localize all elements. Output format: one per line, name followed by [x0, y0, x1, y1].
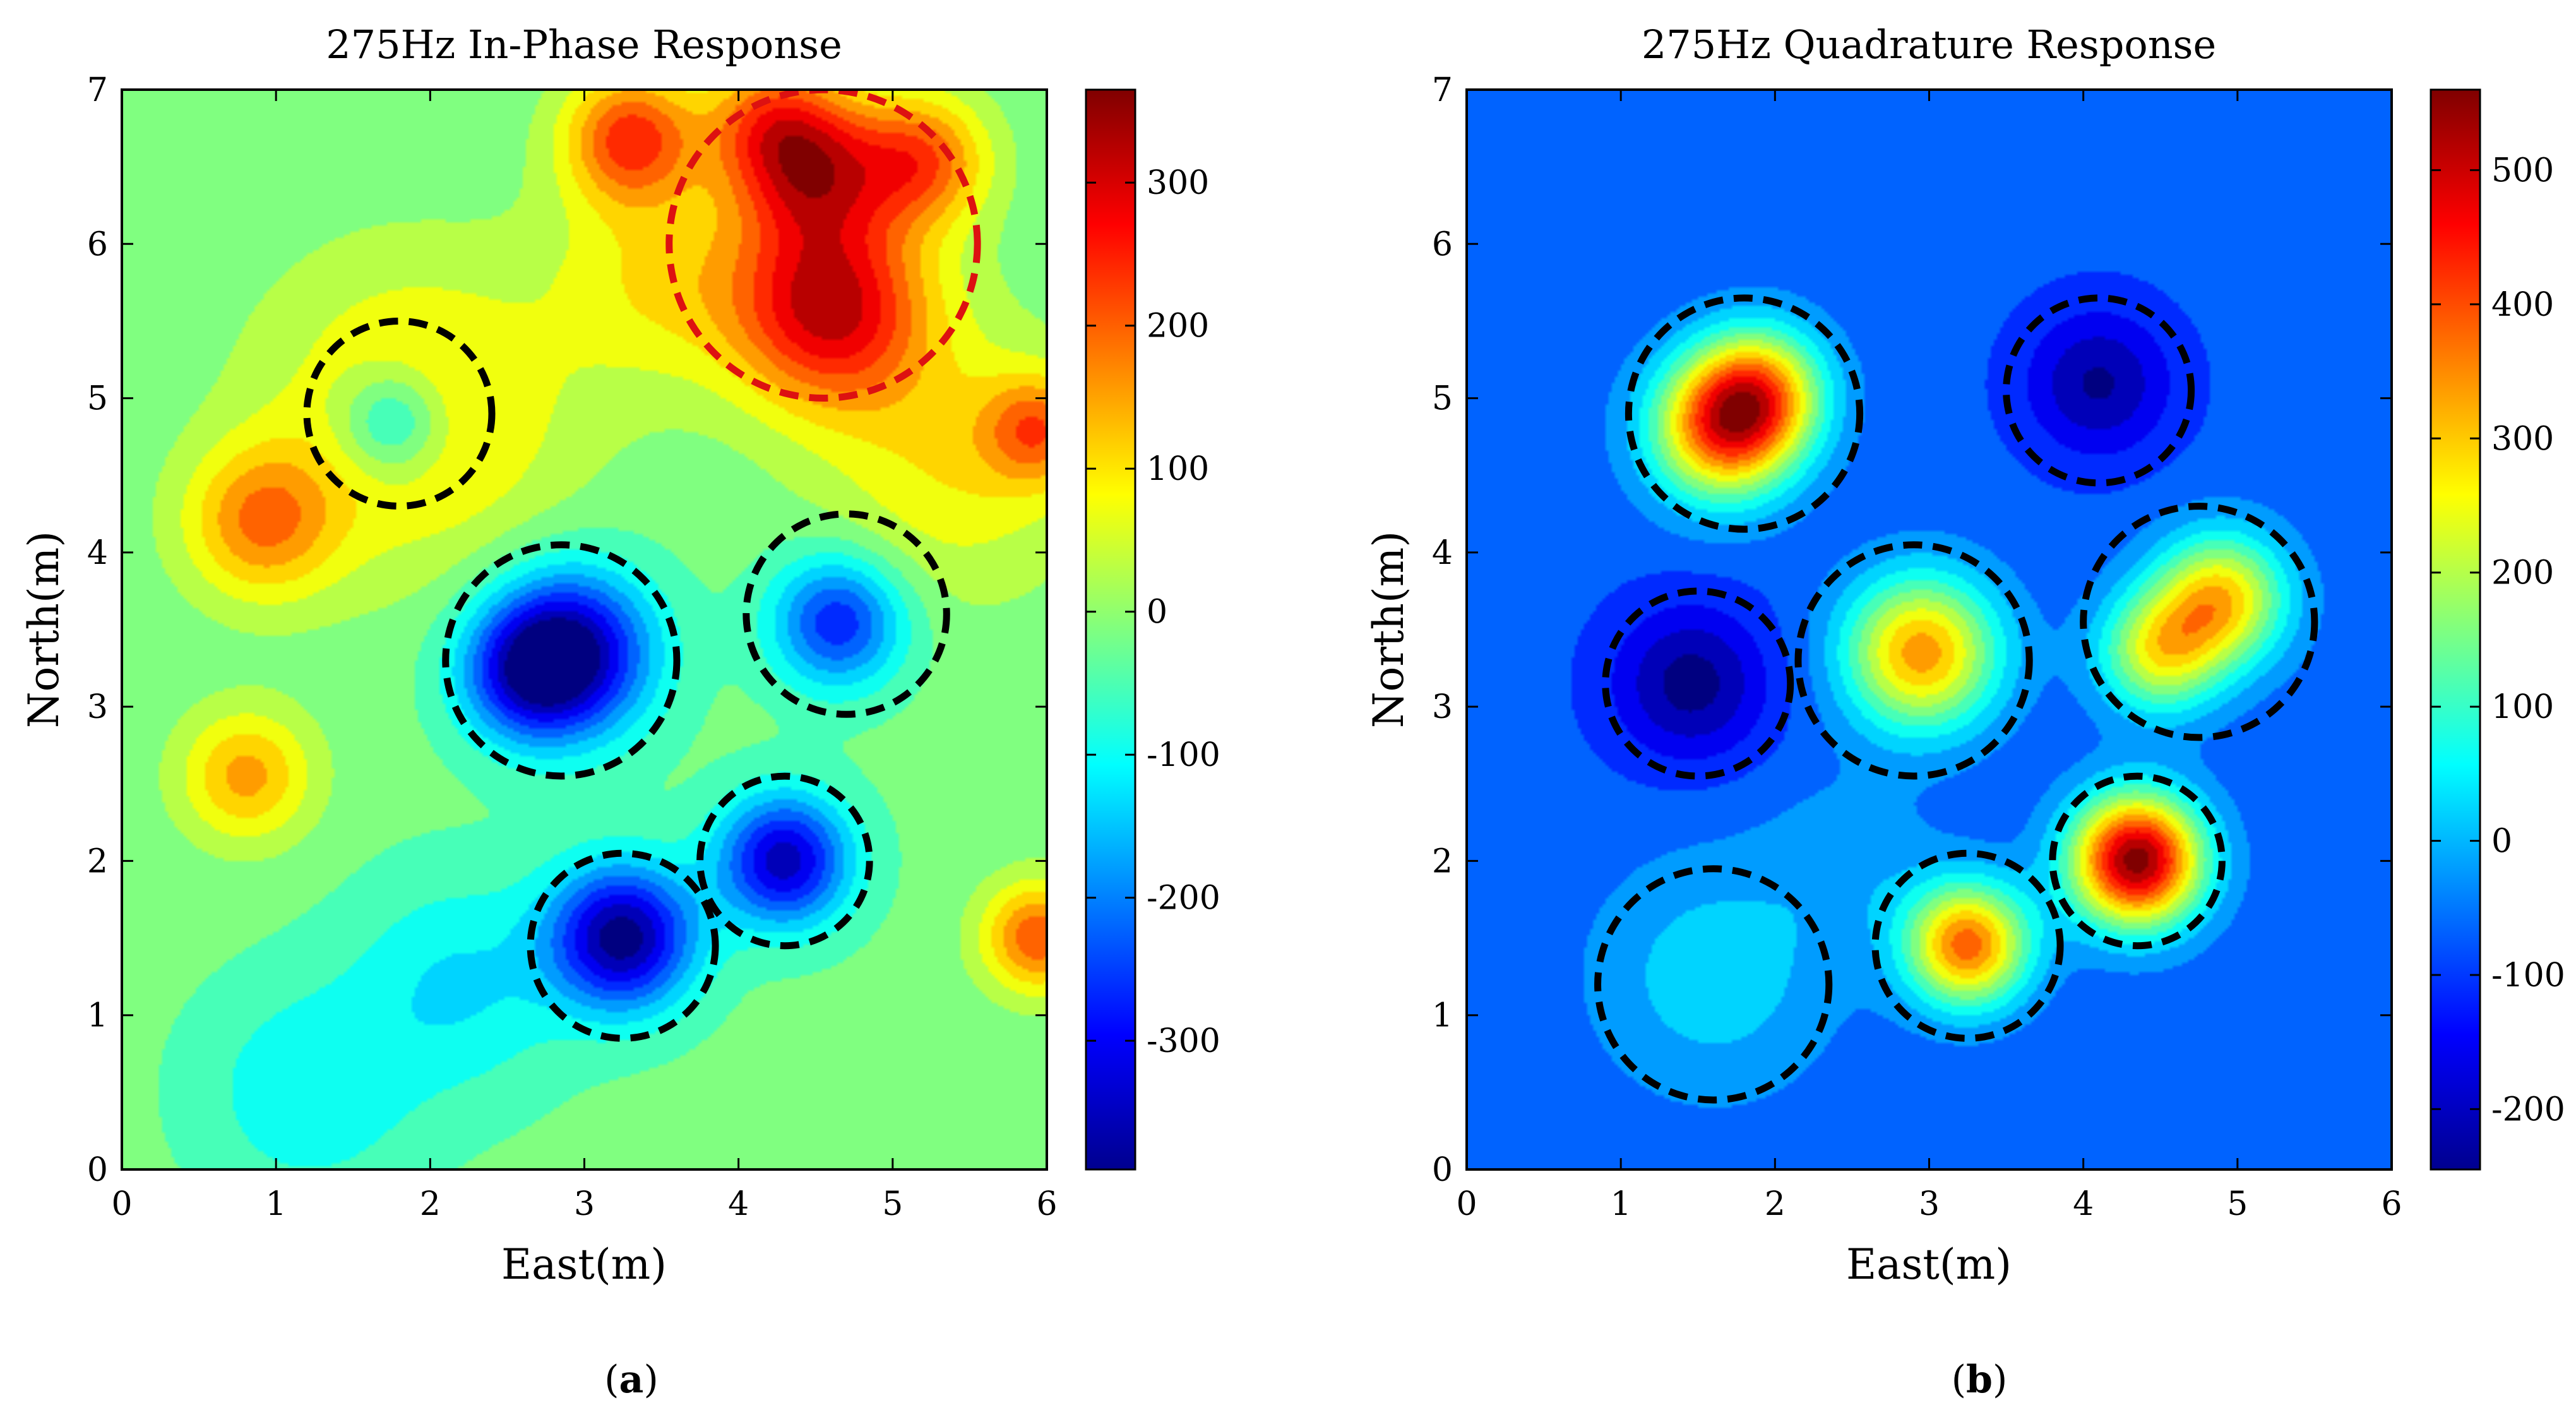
panel-a-xtick-label: 6 — [1036, 1185, 1057, 1223]
panel-a-circle-0 — [303, 318, 496, 510]
panel-a-ylabel: North(m) — [20, 531, 68, 728]
panel-b-cbar-tick-label: 400 — [2491, 286, 2554, 324]
panel-b-circle-1 — [2003, 294, 2195, 487]
panel-a-colorbar — [1085, 88, 1136, 1171]
panel-a-cbar-tick-label: -300 — [1147, 1022, 1220, 1060]
panel-a-plot-area — [122, 90, 1047, 1169]
panel-b-cbar-tick-label: 100 — [2491, 688, 2554, 726]
panel-b-caption: (b) — [1952, 1358, 2008, 1402]
panel-b-ytick-label: 0 — [1432, 1151, 1453, 1189]
panel-b-colorbar — [2430, 88, 2481, 1171]
panel-a-ytick-label: 4 — [87, 534, 108, 572]
panel-a-xtick-label: 5 — [882, 1185, 903, 1223]
panel-b-circle-3 — [1794, 541, 2033, 780]
panel-a-heatmap — [122, 90, 1047, 1169]
panel-b-circle-6 — [1871, 849, 2064, 1042]
panel-b-ylabel: North(m) — [1364, 531, 1413, 728]
panel-a: 275Hz In-Phase Response 0 1 2 3 4 5 6 0 1 2 3 4 5 6 7… — [20, 21, 1220, 1402]
panel-b-title: 275Hz Quadrature Response — [1642, 21, 2216, 68]
panel-b-x-ticks: 0 1 2 3 4 5 6 — [1456, 90, 2402, 1223]
panel-b-circles — [1594, 294, 2318, 1104]
panel-a-circle-4 — [696, 772, 873, 950]
panel-a-cbar-tick-label: -200 — [1147, 880, 1220, 918]
panel-b-xtick-label: 1 — [1611, 1185, 1631, 1223]
panel-a-circle-1 — [442, 541, 681, 780]
panel-a-circle-2 — [742, 510, 950, 718]
panel-b-xtick-label: 3 — [1919, 1185, 1940, 1223]
panel-b-xtick-label: 5 — [2227, 1185, 2248, 1223]
panel-b-caption-letter: b — [1966, 1358, 1993, 1402]
panel-b-cbar-tick-label: 200 — [2491, 554, 2554, 592]
panel-a-ytick-label: 0 — [87, 1151, 108, 1189]
panel-b-heatmap — [1467, 90, 2392, 1169]
panel-a-circles — [303, 90, 981, 1042]
panel-a-cbar-tick-label: 0 — [1147, 594, 1167, 631]
panel-a-cbar-tick-label: 100 — [1147, 450, 1209, 488]
panel-a-ytick-label: 3 — [87, 688, 108, 726]
panel-a-y-ticks: 0 1 2 3 4 5 6 7 — [87, 71, 1047, 1189]
panel-a-xtick-label: 3 — [574, 1185, 595, 1223]
panel-a-xtick-label: 0 — [111, 1185, 132, 1223]
panel-b-circle-0 — [1625, 294, 1864, 533]
panel-b-circle-5 — [2049, 772, 2226, 950]
panel-a-xtick-label: 2 — [420, 1185, 441, 1223]
panel-a-title: 275Hz In-Phase Response — [326, 21, 842, 68]
panel-b-cbar-tick-label: 300 — [2491, 420, 2554, 458]
panel-b-ytick-label: 2 — [1432, 842, 1453, 880]
panel-b-plot-area — [1467, 90, 2392, 1169]
panel-b-xtick-label: 4 — [2073, 1185, 2094, 1223]
panel-b-ytick-label: 7 — [1432, 71, 1453, 109]
panel-b: 275Hz Quadrature Response 0 1 2 3 4 5 6 0 1 2 3 4 5… — [1364, 21, 2565, 1402]
panel-b-y-ticks: 0 1 2 3 4 5 6 7 — [1432, 71, 2392, 1189]
panel-a-circle-3 — [527, 849, 719, 1042]
panel-a-ytick-label: 7 — [87, 71, 108, 109]
panel-b-xtick-label: 0 — [1456, 1185, 1477, 1223]
panel-b-ytick-label: 1 — [1432, 997, 1453, 1035]
panel-a-ytick-label: 1 — [87, 997, 108, 1035]
panel-b-circle-4 — [2080, 503, 2318, 741]
panel-b-cbar-tick-label: 500 — [2491, 152, 2554, 189]
panel-b-xtick-label: 6 — [2381, 1185, 2402, 1223]
panel-a-ytick-label: 2 — [87, 842, 108, 880]
panel-a-cbar-tick-label: 300 — [1147, 164, 1209, 202]
panel-a-xtick-label: 4 — [728, 1185, 749, 1223]
panel-a-caption-letter: a — [619, 1358, 644, 1402]
panel-a-cbar-tick-label: -100 — [1147, 736, 1220, 774]
panel-a-xtick-label: 1 — [266, 1185, 287, 1223]
panel-b-xtick-label: 2 — [1765, 1185, 1786, 1223]
panel-b-cbar-tick-label: -100 — [2491, 957, 2565, 995]
panel-a-ytick-label: 5 — [87, 380, 108, 418]
panel-b-cbar-tick-label: 0 — [2491, 823, 2512, 861]
panel-a-xlabel: East(m) — [501, 1240, 667, 1289]
panel-b-circle-7 — [1594, 865, 1833, 1104]
panel-a-ytick-label: 6 — [87, 225, 108, 263]
panel-a-cbar-tick-label: 200 — [1147, 308, 1209, 345]
panel-b-circle-2 — [1602, 587, 1794, 780]
panel-a-colorbar-ticks: -300 -200 -100 0 100 200 300 — [1086, 164, 1220, 1060]
panel-b-colorbar-ticks: -200 -100 0 100 200 300 400 500 — [2431, 152, 2565, 1128]
panel-b-cbar-tick-label: -200 — [2491, 1091, 2565, 1128]
panel-b-ytick-label: 6 — [1432, 225, 1453, 263]
panel-a-x-ticks: 0 1 2 3 4 5 6 — [111, 90, 1058, 1223]
panel-b-ytick-label: 3 — [1432, 688, 1453, 726]
panel-b-ytick-label: 4 — [1432, 534, 1453, 572]
panel-a-caption: (a) — [604, 1358, 659, 1402]
panel-b-xlabel: East(m) — [1846, 1240, 2012, 1289]
panel-b-ytick-label: 5 — [1432, 380, 1453, 418]
